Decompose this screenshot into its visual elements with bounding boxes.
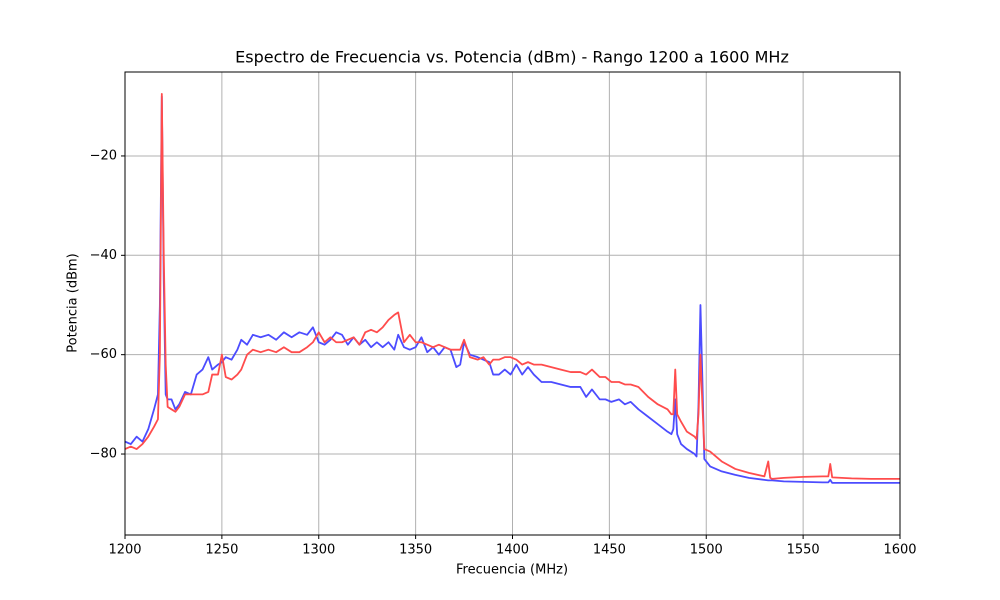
x-axis-label: Frecuencia (MHz): [456, 563, 568, 578]
y-axis-label: Potencia (dBm): [66, 253, 81, 353]
x-tick-label: 1250: [205, 543, 238, 558]
plot-frame: [124, 71, 901, 536]
y-tick-label: −60: [90, 347, 117, 362]
x-tick-label: 1200: [108, 543, 141, 558]
y-tick-label: −40: [90, 248, 117, 263]
x-tick-label: 1450: [593, 543, 626, 558]
x-tick-label: 1550: [787, 543, 820, 558]
x-tick-label: 1300: [302, 543, 335, 558]
x-tick-label: 1350: [399, 543, 432, 558]
chart-title: Espectro de Frecuencia vs. Potencia (dBm…: [235, 48, 789, 67]
x-tick-label: 1600: [883, 543, 916, 558]
x-tick-label: 1500: [690, 543, 723, 558]
x-tick-label: 1400: [496, 543, 529, 558]
y-tick-label: −20: [90, 148, 117, 163]
series-line: [125, 92, 900, 480]
y-tick-label: −80: [90, 447, 117, 462]
